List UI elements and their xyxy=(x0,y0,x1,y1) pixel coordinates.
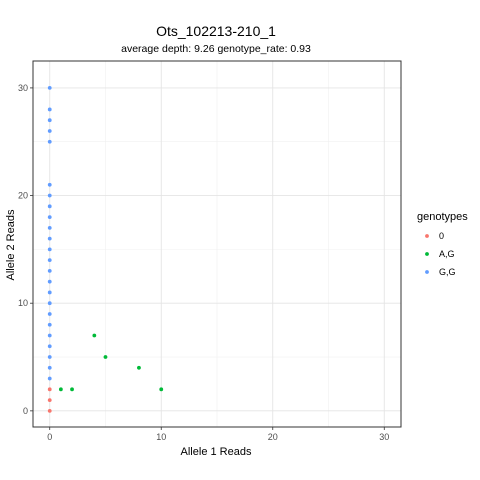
data-point xyxy=(47,258,52,263)
data-point xyxy=(47,139,52,144)
data-point xyxy=(47,355,52,359)
chart-subtitle: average depth: 9.26 genotype_rate: 0.93 xyxy=(121,43,311,55)
data-point xyxy=(47,182,52,187)
data-point xyxy=(47,387,52,392)
data-point xyxy=(47,376,52,381)
data-point xyxy=(47,236,52,241)
y-tick-label: 30 xyxy=(18,83,28,93)
data-point xyxy=(92,333,97,338)
x-tick-label: 30 xyxy=(379,432,389,442)
data-point xyxy=(70,387,74,392)
legend-label: A,G xyxy=(439,249,455,259)
x-tick-label: 10 xyxy=(156,432,166,442)
data-point xyxy=(47,107,52,112)
legend-item: 0 xyxy=(425,231,444,241)
legend-marker xyxy=(425,252,429,256)
data-point xyxy=(47,225,52,230)
legend-item: G,G xyxy=(425,267,456,277)
legend-title: genotypes xyxy=(417,211,468,223)
legend-items: 0 A,G G,G xyxy=(425,231,456,277)
grid-lines xyxy=(33,61,401,427)
data-point xyxy=(47,215,52,219)
y-tick-label: 0 xyxy=(23,406,28,416)
y-tick-label: 20 xyxy=(18,191,28,201)
legend-marker xyxy=(425,270,429,274)
plot-panel xyxy=(32,60,402,428)
data-points xyxy=(47,86,164,413)
data-point xyxy=(47,204,52,209)
data-point xyxy=(47,365,52,370)
data-point xyxy=(47,86,52,90)
axis-ticks: 0 10 20 30 0 10 20 30 xyxy=(18,83,389,442)
x-axis-title: Allele 1 Reads xyxy=(181,446,252,458)
y-tick-label: 10 xyxy=(18,298,28,308)
data-point xyxy=(47,301,52,306)
legend-marker xyxy=(425,234,429,238)
data-point xyxy=(47,193,52,198)
y-axis-title: Allele 2 Reads xyxy=(5,209,17,280)
data-point xyxy=(159,387,164,392)
data-point xyxy=(58,387,63,392)
data-point xyxy=(47,398,52,402)
data-point xyxy=(47,333,52,338)
data-point xyxy=(47,344,52,349)
x-tick-label: 20 xyxy=(268,432,278,442)
data-point xyxy=(47,312,52,316)
data-point xyxy=(47,247,52,252)
data-point xyxy=(47,408,52,413)
legend-label: 0 xyxy=(439,231,444,241)
data-point xyxy=(103,355,108,359)
data-point xyxy=(47,290,52,295)
legend: genotypes 0 A,G G,G xyxy=(417,211,468,277)
data-point xyxy=(47,269,52,273)
legend-item: A,G xyxy=(425,249,455,259)
data-point xyxy=(47,279,52,284)
data-point xyxy=(47,322,52,327)
legend-label: G,G xyxy=(439,267,456,277)
data-point xyxy=(137,365,141,370)
x-tick-label: 0 xyxy=(47,432,52,442)
chart-title: Ots_102213-210_1 xyxy=(156,23,276,39)
data-point xyxy=(47,118,52,123)
data-point xyxy=(47,129,52,133)
